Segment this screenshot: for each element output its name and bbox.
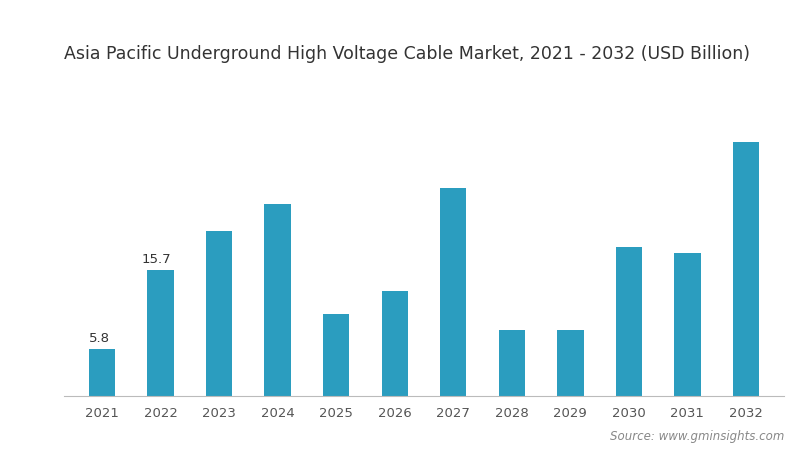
Bar bbox=[616, 247, 642, 396]
Bar bbox=[265, 204, 291, 396]
Text: 15.7: 15.7 bbox=[141, 252, 170, 266]
Bar bbox=[440, 188, 466, 396]
Bar bbox=[674, 252, 701, 396]
Text: 5.8: 5.8 bbox=[89, 332, 110, 345]
Bar bbox=[557, 330, 583, 396]
Bar bbox=[89, 349, 115, 396]
Text: Asia Pacific Underground High Voltage Cable Market, 2021 - 2032 (USD Billion): Asia Pacific Underground High Voltage Ca… bbox=[64, 45, 750, 63]
Text: Source: www.gminsights.com: Source: www.gminsights.com bbox=[610, 430, 784, 443]
Bar bbox=[147, 270, 174, 396]
Bar bbox=[733, 142, 759, 396]
Bar bbox=[498, 330, 525, 396]
Bar bbox=[323, 314, 350, 396]
Bar bbox=[382, 291, 408, 396]
Bar bbox=[206, 231, 232, 396]
